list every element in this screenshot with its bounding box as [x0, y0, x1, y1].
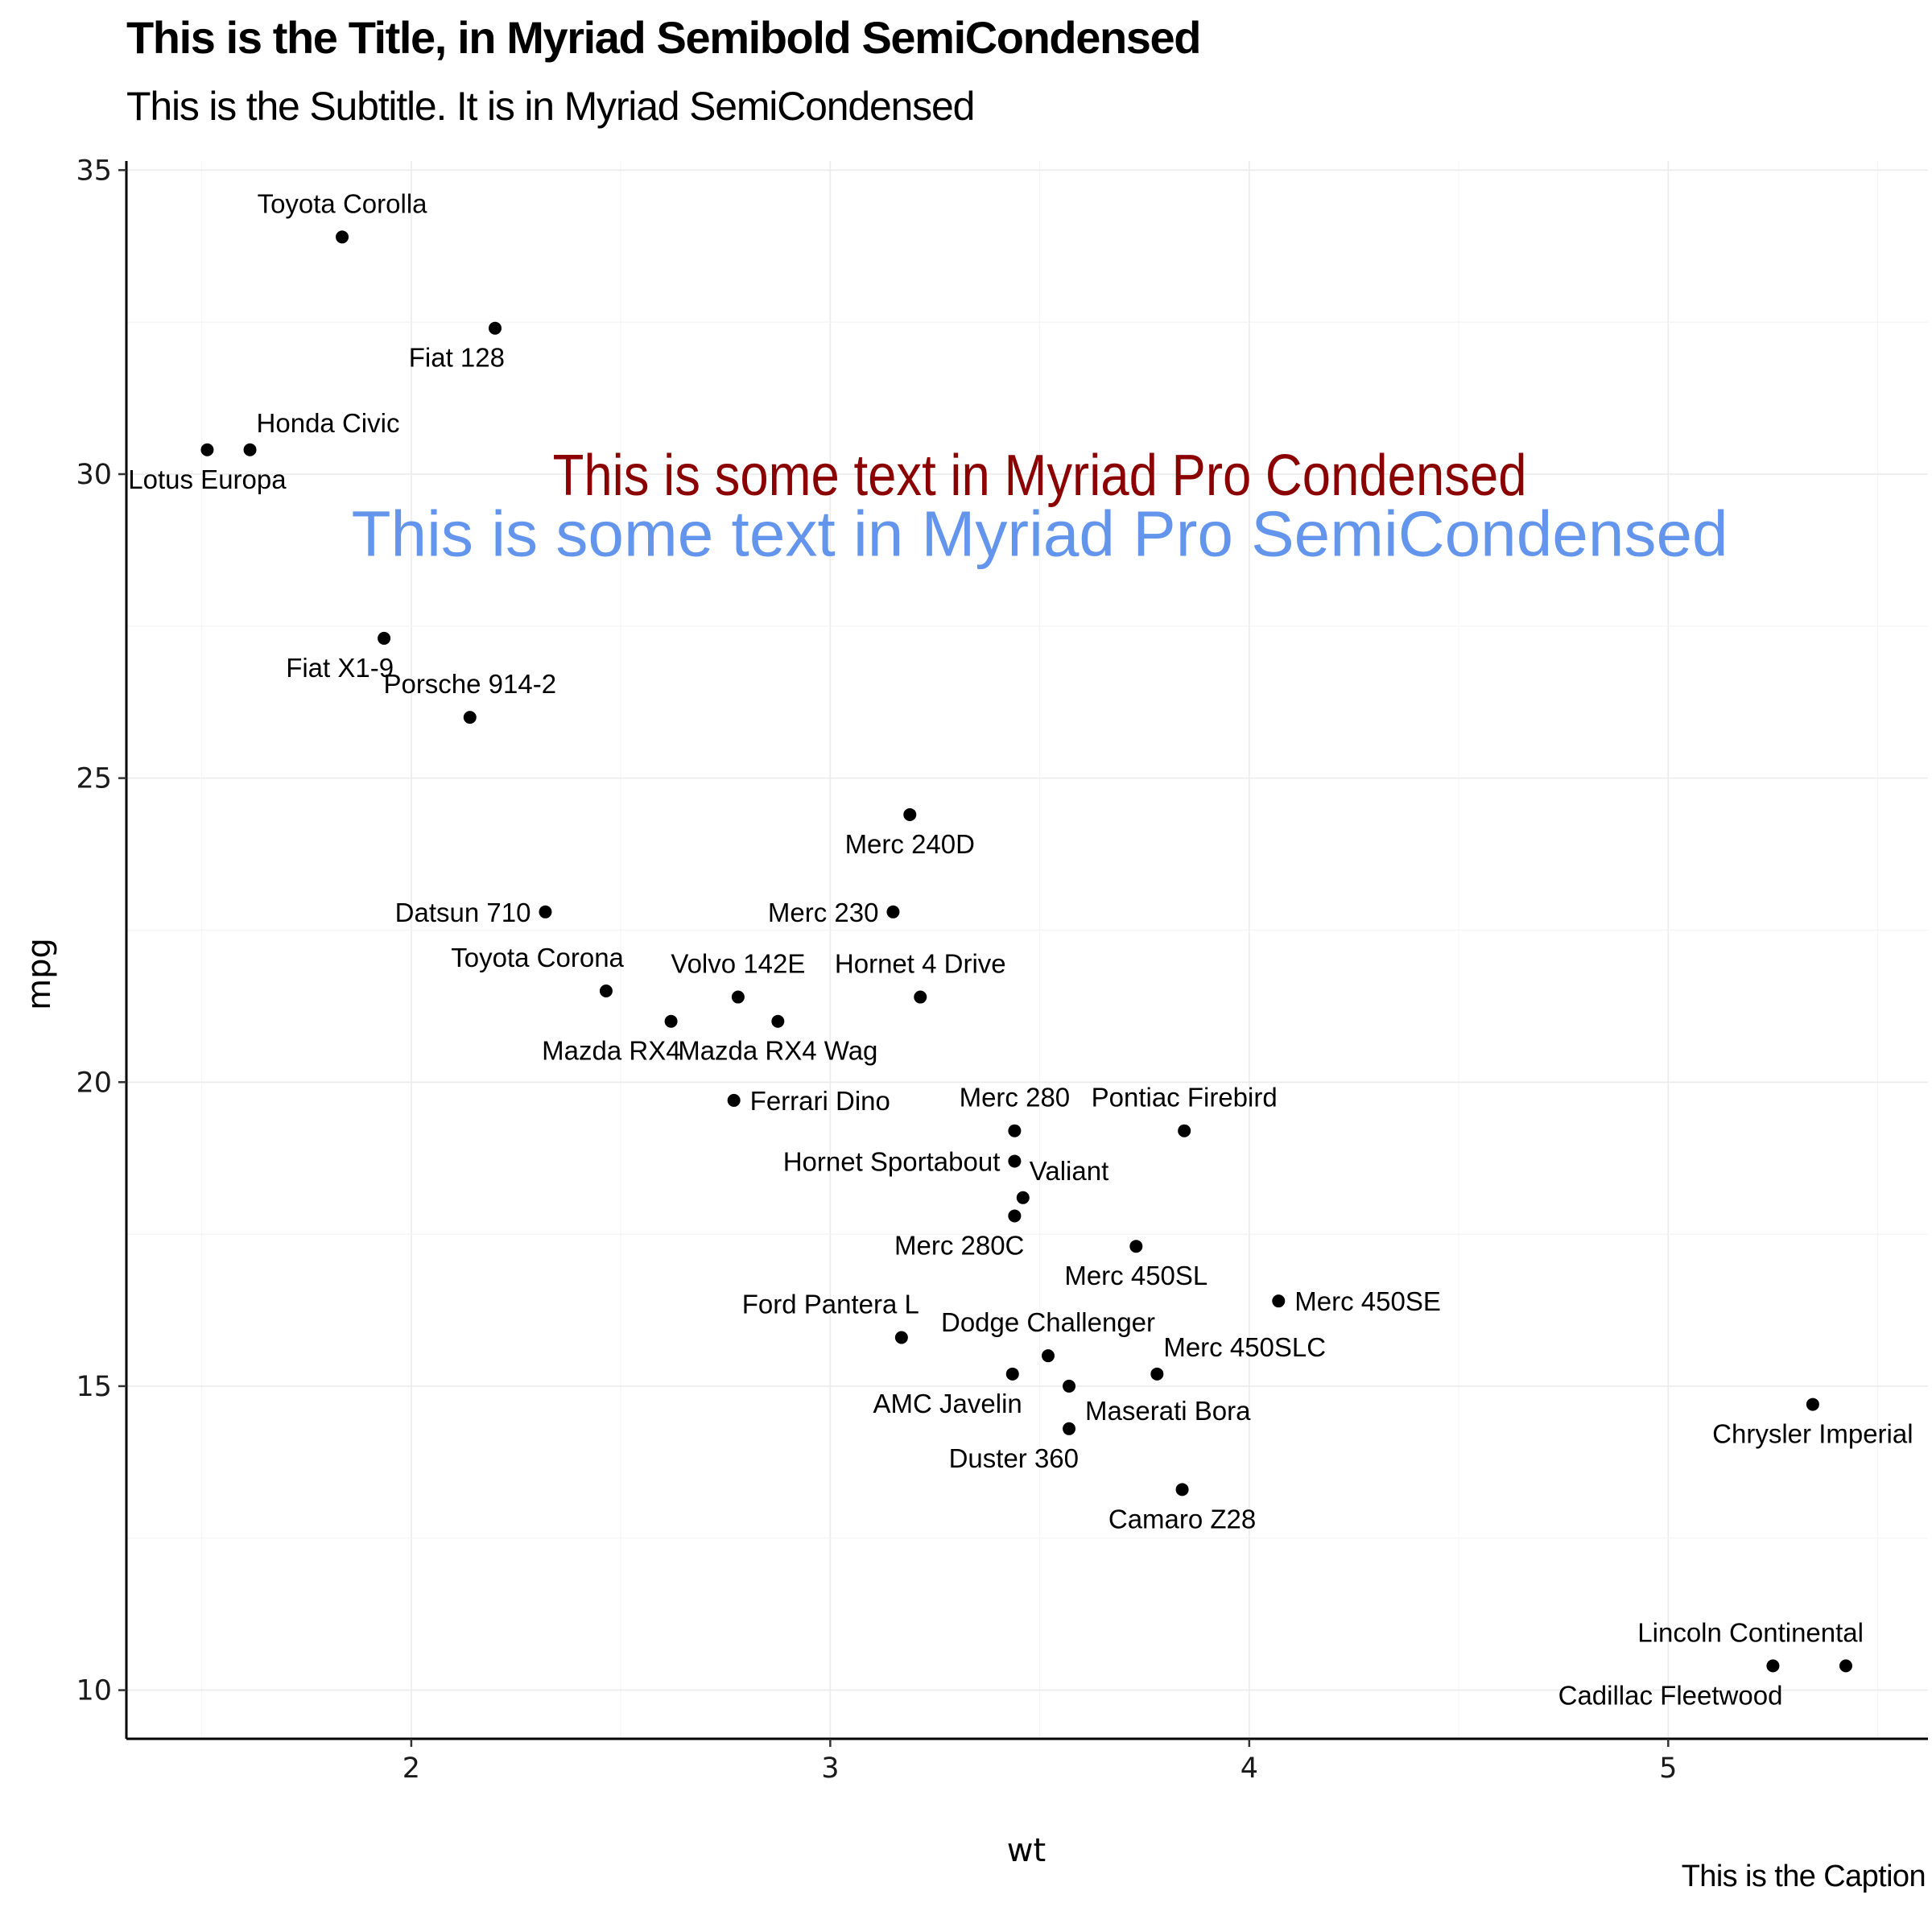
data-point	[599, 984, 613, 997]
point-label: Dodge Challenger	[941, 1307, 1155, 1337]
data-point	[894, 1331, 908, 1344]
data-point	[200, 443, 214, 456]
x-tick-label: 4	[1241, 1752, 1258, 1785]
annotation-text: This is some text in Myriad Pro Condense…	[553, 444, 1527, 508]
data-point	[378, 631, 391, 645]
chart-caption: This is the Caption	[1681, 1860, 1926, 1893]
point-label: Merc 280	[960, 1083, 1071, 1113]
point-label: Cadillac Fleetwood	[1558, 1680, 1783, 1710]
point-label: Fiat 128	[409, 343, 505, 373]
point-label: Hornet Sportabout	[783, 1146, 1001, 1176]
annotations: This is some text in Myriad Pro Condense…	[352, 444, 1728, 570]
point-label: Ferrari Dino	[750, 1086, 890, 1116]
data-point	[1016, 1191, 1030, 1204]
point-label: Merc 240D	[845, 829, 975, 859]
point-label: Chrysler Imperial	[1712, 1419, 1913, 1449]
y-tick-label: 15	[76, 1371, 112, 1403]
data-point	[1839, 1659, 1852, 1673]
y-tick-label: 25	[76, 763, 112, 795]
data-point	[731, 990, 745, 1004]
x-tick-label: 3	[821, 1752, 839, 1785]
y-tick-label: 20	[76, 1067, 112, 1099]
data-point	[1005, 1367, 1019, 1381]
point-label: Maserati Bora	[1085, 1396, 1251, 1426]
data-points	[200, 230, 1852, 1673]
point-label: Toyota Corolla	[258, 188, 428, 218]
x-tick-label: 5	[1659, 1752, 1677, 1785]
annotation-text: This is some text in Myriad Pro SemiCond…	[352, 498, 1728, 570]
point-label: Merc 450SLC	[1163, 1332, 1326, 1362]
point-label: Camaro Z28	[1108, 1504, 1256, 1534]
point-label: Fiat X1-9	[286, 653, 394, 683]
y-axis-title: mpg	[21, 938, 58, 1010]
y-tick-label: 10	[76, 1675, 112, 1707]
data-point	[336, 230, 349, 244]
data-point	[489, 321, 502, 335]
point-label: Merc 450SL	[1064, 1261, 1208, 1290]
axes	[118, 161, 1928, 1747]
data-point	[1063, 1379, 1076, 1393]
chart-subtitle: This is the Subtitle. It is in Myriad Se…	[126, 84, 975, 129]
y-tick-label: 35	[76, 155, 112, 187]
data-point	[1042, 1349, 1055, 1363]
data-point	[539, 905, 552, 919]
point-label: Mazda RX4	[542, 1036, 680, 1066]
point-label: Lotus Europa	[128, 464, 287, 494]
point-label: Merc 230	[768, 898, 879, 927]
data-point	[914, 990, 927, 1004]
data-point	[1272, 1294, 1286, 1308]
point-label: Merc 450SE	[1294, 1286, 1441, 1316]
data-point	[771, 1014, 785, 1028]
point-label: Valiant	[1030, 1156, 1108, 1186]
data-point	[727, 1093, 741, 1107]
data-point	[1008, 1154, 1022, 1168]
data-point	[1175, 1483, 1189, 1496]
point-label: Ford Pantera L	[742, 1290, 919, 1319]
point-label: Volvo 142E	[671, 949, 805, 979]
point-label: Pontiac Firebird	[1092, 1083, 1278, 1113]
data-point	[1766, 1659, 1780, 1673]
point-label: Hornet 4 Drive	[835, 949, 1006, 979]
data-point	[1129, 1240, 1143, 1253]
data-point	[886, 905, 900, 919]
x-tick-label: 2	[402, 1752, 420, 1785]
data-point	[1063, 1422, 1076, 1435]
point-label: Honda Civic	[257, 408, 400, 438]
y-tick-label: 30	[76, 459, 112, 491]
data-point	[1178, 1124, 1191, 1137]
point-label: AMC Javelin	[873, 1389, 1022, 1418]
grid-lines	[126, 161, 1928, 1739]
point-label: Mazda RX4 Wag	[678, 1036, 877, 1066]
data-point	[1806, 1397, 1819, 1411]
data-point	[1008, 1124, 1022, 1137]
data-point	[1150, 1367, 1164, 1381]
point-label: Toyota Corona	[451, 943, 624, 972]
point-label: Lincoln Continental	[1637, 1617, 1864, 1647]
data-point	[664, 1014, 678, 1028]
chart-title: This is the Title, in Myriad Semibold Se…	[126, 12, 1201, 63]
point-label: Porsche 914-2	[383, 669, 556, 699]
point-label: Merc 280C	[894, 1230, 1024, 1260]
point-label: Duster 360	[949, 1443, 1079, 1473]
data-point	[1008, 1209, 1022, 1223]
data-point	[903, 807, 917, 821]
tick-labels: 2 3 4 5 10 15 20 25 30 35	[76, 155, 1677, 1785]
point-label: Datsun 710	[395, 898, 531, 927]
data-point	[243, 443, 257, 456]
x-axis-title: wt	[1007, 1832, 1046, 1869]
data-point	[463, 711, 477, 724]
